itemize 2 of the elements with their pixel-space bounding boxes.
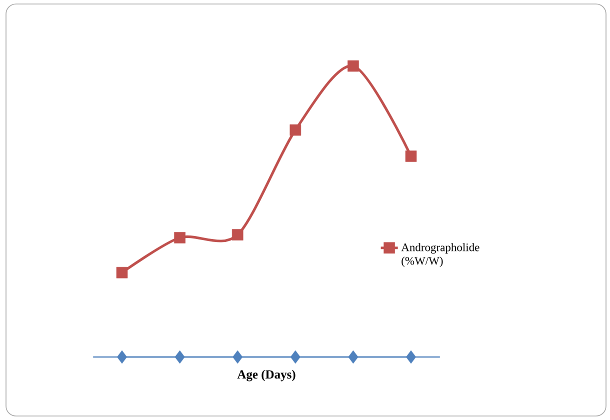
legend-label: Andrographolide (%W/W): [401, 243, 480, 268]
x-axis-title: Age (Days): [237, 370, 296, 382]
